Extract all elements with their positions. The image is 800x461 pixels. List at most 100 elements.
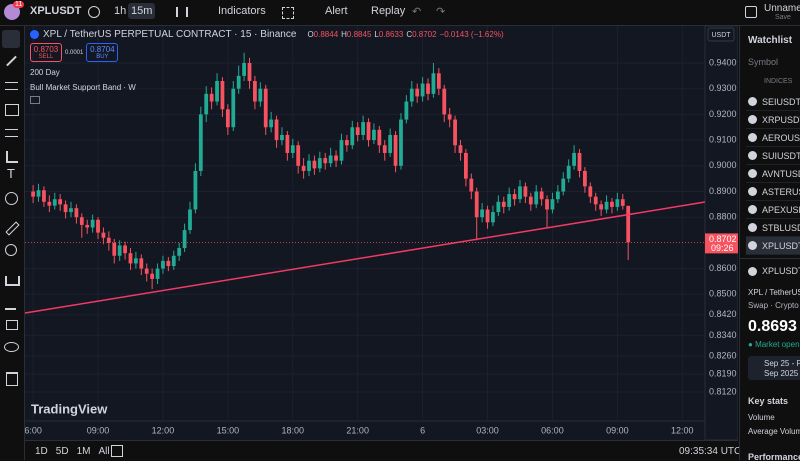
candle-body xyxy=(577,152,582,171)
undo[interactable]: ↶ xyxy=(412,6,422,18)
watchlist-row[interactable]: SEIUSDT xyxy=(746,93,800,111)
spread: 0.0001 xyxy=(65,49,84,56)
pattern-tool[interactable] xyxy=(5,104,19,116)
y-tick-label: 0.9300 xyxy=(709,83,737,93)
range-button[interactable]: 1M xyxy=(76,446,91,457)
symbol-icon xyxy=(748,97,757,106)
trend-tool[interactable] xyxy=(6,55,17,67)
symbol[interactable]: XPLUSDT xyxy=(30,5,82,17)
x-tick-label: 12:00 xyxy=(671,425,694,435)
candle-body xyxy=(188,209,192,231)
brush-tool[interactable] xyxy=(6,151,18,163)
layout-name[interactable]: Unnamed xyxy=(764,3,800,14)
lock-tool[interactable] xyxy=(6,320,18,330)
details-name: XPL / TetherUS PERPETUAL CONTRACT xyxy=(748,288,800,297)
add-symbol[interactable] xyxy=(88,6,100,18)
watchlist-row[interactable]: STBLUSDT xyxy=(746,219,800,237)
hide-tool[interactable] xyxy=(4,342,19,352)
chart-type[interactable] xyxy=(176,7,188,17)
details-symbol: XPLUSDT xyxy=(762,266,800,276)
candle-body xyxy=(144,268,149,274)
watchlist-symbol: XPLUSDT xyxy=(762,241,800,251)
candle-body xyxy=(615,199,620,207)
alert-button[interactable]: Alert xyxy=(325,5,348,17)
x-tick-label: 6:00 xyxy=(25,425,42,435)
currency-select[interactable] xyxy=(707,27,735,42)
candle-body xyxy=(220,80,225,110)
sell-button[interactable]: 0.8703 SELL xyxy=(30,43,62,62)
candle-body xyxy=(566,165,571,179)
y-tick-label: 0.8900 xyxy=(709,186,737,196)
candle-body xyxy=(534,191,539,205)
candle-body xyxy=(204,93,209,115)
section-header: INDICES xyxy=(764,78,793,85)
range-button[interactable]: All xyxy=(98,446,110,457)
save-button[interactable]: Save xyxy=(775,14,791,21)
delete-tool[interactable] xyxy=(6,372,18,386)
interval[interactable]: 15m xyxy=(128,3,156,19)
event-card[interactable] xyxy=(748,356,800,380)
measure-tool[interactable] xyxy=(5,221,20,236)
y-tick-label: 0.8420 xyxy=(709,309,737,319)
candle-body xyxy=(409,88,414,102)
ohlc-value: 0.8633 xyxy=(378,30,404,39)
interval[interactable]: 1h xyxy=(114,5,127,17)
candle-body xyxy=(247,63,252,81)
candle-body xyxy=(263,88,268,128)
watchlist-row[interactable]: ASTERUSDT xyxy=(746,183,800,201)
candle-body xyxy=(231,88,236,128)
candle-body xyxy=(101,232,106,238)
cursor-tool[interactable] xyxy=(2,30,20,48)
lock-drawing[interactable] xyxy=(5,298,16,310)
range-button[interactable]: 5D xyxy=(55,446,69,457)
candle-body xyxy=(442,88,447,115)
watchlist-row[interactable]: AVNTUSDT xyxy=(746,165,800,183)
replay-button[interactable]: Replay xyxy=(371,5,406,17)
layout-icon[interactable] xyxy=(745,6,757,18)
candle-body xyxy=(404,101,409,120)
candle-body xyxy=(209,93,214,102)
forecast-tool[interactable] xyxy=(5,129,18,137)
watchlist-row[interactable]: XPLUSDT xyxy=(746,237,800,255)
candle-body xyxy=(85,224,90,228)
text-tool[interactable]: T xyxy=(7,166,15,181)
candle-body xyxy=(393,134,398,166)
redo[interactable]: ↷ xyxy=(436,6,446,18)
watchlist-title[interactable]: Watchlist xyxy=(748,35,793,46)
watchlist-row[interactable]: APEXUSDT xyxy=(746,201,800,219)
indicators-button[interactable]: Indicators xyxy=(218,5,266,17)
clock: 09:35:34 UTC xyxy=(679,446,742,457)
buy-button[interactable]: 0.8704 BUY xyxy=(86,43,119,62)
watchlist-symbol: XRPUSDT xyxy=(762,115,800,125)
avatar[interactable] xyxy=(4,4,20,20)
candle-body xyxy=(155,268,160,279)
watchlist-row[interactable]: SUIUSDT xyxy=(746,147,800,165)
last-price-tag xyxy=(705,233,738,254)
range-button[interactable]: 1D xyxy=(35,446,48,457)
event-date: Sep 2025 xyxy=(764,369,799,378)
collapse-legend[interactable] xyxy=(30,96,40,104)
buy-price: 0.8704 xyxy=(90,45,115,54)
magnet-tool[interactable] xyxy=(5,276,20,286)
candle-body xyxy=(182,230,187,249)
currency[interactable]: USDT xyxy=(711,32,731,39)
candle-body xyxy=(583,170,587,187)
icon-tool[interactable] xyxy=(5,192,18,205)
watchlist-symbol: AVNTUSDT xyxy=(762,169,800,179)
key-stats: Key stats xyxy=(748,396,789,406)
watchlist-row[interactable]: XRPUSDT xyxy=(746,111,800,129)
candle-body xyxy=(507,194,512,207)
candle-body xyxy=(274,119,279,141)
watchlist-row[interactable]: AEROUSDT xyxy=(746,129,800,147)
watermark: TradingView xyxy=(31,401,108,416)
candle-body xyxy=(334,155,338,161)
go-to-date[interactable] xyxy=(111,445,123,457)
candle-body xyxy=(420,83,425,97)
zoom-tool[interactable] xyxy=(5,244,17,256)
candle-body xyxy=(604,201,609,210)
countdown: 09:26 xyxy=(711,243,734,253)
layouts[interactable] xyxy=(282,7,294,19)
right-panel: Watchlist Symbol INDICES SEIUSDT XRPUSDT A… xyxy=(739,26,800,460)
fib-tool[interactable] xyxy=(5,82,18,90)
